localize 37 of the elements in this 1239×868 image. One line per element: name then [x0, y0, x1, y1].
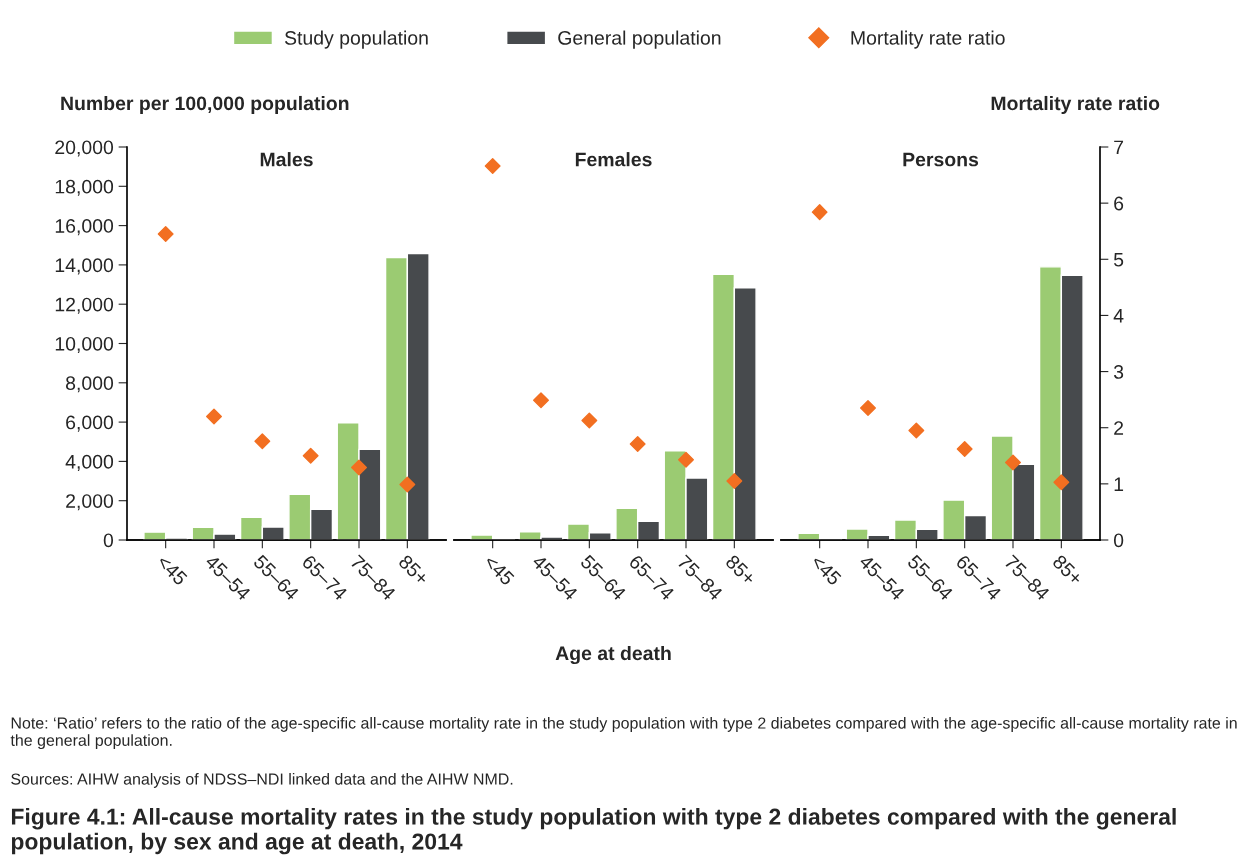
x-tick-label: <45	[810, 554, 842, 587]
y2-tick-label: 3	[1113, 365, 1124, 379]
y-tick-label: 20,000	[55, 140, 114, 157]
chart-title: Males	[260, 152, 313, 167]
y2-tick-label: 4	[1113, 309, 1124, 323]
legend-label: Study population	[284, 30, 428, 49]
caption: Figure 4.1: All-cause mortality rates in the study population with type 2 diabetes compared with the general population, by sex and age at death, 2014	[11, 808, 1176, 855]
y-tick-label: 12,000	[55, 297, 114, 314]
y-tick-label: 14,000	[55, 258, 114, 275]
x-tick-label: 85+	[724, 554, 757, 586]
y-tick-label: 8,000	[66, 376, 114, 393]
y-tick-label: 10,000	[55, 336, 114, 354]
y2-tick-label: 7	[1114, 140, 1124, 155]
y2-tick-label: 2	[1114, 421, 1124, 435]
y-tick-label: 2,000	[66, 494, 114, 511]
chart-title: Persons	[903, 152, 979, 167]
y-tick-label: 4,000	[65, 454, 114, 471]
y-tick-label: 0	[103, 533, 114, 548]
y2-tick-label: 5	[1113, 252, 1124, 267]
chart-title: Females	[575, 152, 652, 167]
x-tick-label: 85+	[397, 554, 430, 586]
legend-label: General population	[558, 30, 721, 49]
source-note: Sources: AIHW analysis of NDSS–NDI linked data and the AIHW NMD.	[11, 773, 513, 788]
x-axis-title: Age at death	[555, 645, 671, 665]
y-tick-label: 6,000	[66, 415, 114, 432]
text: Note: ‘Ratio’ refers to the ratio of the age-specific all-cause mortality rate in the study population with type 2 diabetes compared with the age-specific all-cause mortality rate in the general population.	[10, 717, 1237, 750]
x-tick-label: <45	[156, 554, 188, 587]
y-tick-label: 16,000	[55, 219, 114, 236]
x-tick-label: 85+	[1051, 554, 1084, 586]
y-axis-title: Number per 100,000 population	[61, 95, 349, 115]
y2-tick-label: 1	[1114, 477, 1124, 491]
y-tick-label: 18,000	[55, 179, 114, 196]
y2-axis-title: Mortality rate ratio	[991, 95, 1160, 115]
y2-tick-label: 0	[1113, 533, 1124, 548]
y2-tick-label: 6	[1114, 196, 1124, 211]
legend-label: Mortality rate ratio	[851, 30, 1005, 49]
x-tick-label: <45	[483, 554, 515, 587]
